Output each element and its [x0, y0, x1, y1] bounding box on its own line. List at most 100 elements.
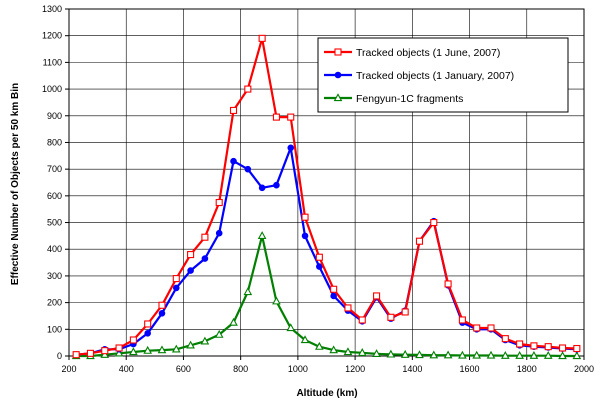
data-point-marker: [129, 347, 138, 356]
plot-area-border: [68, 8, 585, 357]
y-tick-label: 1000: [42, 84, 62, 94]
data-point-marker: [316, 263, 323, 270]
data-point-marker: [214, 329, 224, 338]
y-tick-label: 100: [47, 324, 62, 334]
data-point-marker: [215, 198, 223, 207]
data-point-marker: [543, 350, 553, 359]
data-point-marker: [258, 184, 266, 192]
data-point-marker: [186, 340, 195, 349]
data-point-marker: [171, 344, 181, 353]
legend-label: Tracked objects (1 June, 2007): [356, 47, 500, 59]
data-point-marker: [273, 181, 280, 189]
x-tick-label: 1200: [345, 364, 365, 374]
data-point-marker: [143, 345, 153, 354]
data-point-marker: [330, 292, 337, 300]
data-point-marker: [400, 349, 410, 358]
data-point-marker: [301, 232, 309, 240]
data-point-marker: [287, 144, 295, 152]
data-point-marker: [258, 34, 266, 42]
data-point-marker: [257, 231, 267, 240]
data-point-marker: [401, 308, 409, 316]
data-point-marker: [386, 349, 396, 358]
legend: Tracked objects (1 June, 2007) Tracked ob…: [317, 37, 569, 113]
x-tick-label: 1800: [517, 364, 537, 374]
y-tick-label: 1200: [42, 31, 62, 41]
data-point-marker: [244, 85, 252, 93]
data-point-marker: [72, 351, 80, 359]
data-point-marker: [333, 93, 343, 102]
y-tick-label: 1300: [42, 4, 62, 14]
legend-item-1: Tracked objects (1 June, 2007): [324, 47, 500, 59]
data-point-marker: [172, 284, 180, 292]
data-point-marker: [473, 324, 481, 332]
data-point-marker: [286, 323, 296, 332]
data-point-marker: [229, 317, 238, 326]
x-tick-label: 200: [61, 364, 76, 374]
data-point-marker: [287, 113, 295, 121]
y-tick-label: 900: [47, 111, 62, 121]
data-point-marker: [272, 113, 280, 121]
data-point-marker: [572, 351, 582, 360]
legend-box: [317, 37, 569, 113]
data-point-marker: [201, 255, 209, 262]
data-point-marker: [101, 347, 109, 355]
x-tick-label: 1600: [460, 364, 480, 374]
data-point-marker: [187, 267, 194, 274]
data-point-marker: [458, 316, 466, 324]
x-tick-label: 400: [119, 364, 134, 374]
data-point-marker: [486, 350, 496, 359]
legend-label: Tracked objects (1 January, 2007): [356, 70, 514, 82]
data-point-marker: [558, 351, 567, 360]
data-point-marker: [387, 313, 395, 321]
data-point-marker: [444, 280, 452, 288]
data-point-marker: [573, 344, 581, 353]
data-point-marker: [115, 344, 123, 352]
data-point-marker: [430, 218, 438, 227]
data-point-marker: [343, 347, 353, 356]
data-point-marker: [187, 251, 195, 259]
data-point-marker: [157, 345, 167, 354]
data-point-marker: [516, 340, 524, 348]
data-point-marker: [458, 350, 467, 359]
data-point-marker: [229, 106, 238, 114]
data-point-marker: [443, 350, 453, 359]
legend-item-2: Tracked objects (1 January, 2007): [324, 70, 514, 82]
y-tick-label: 700: [47, 164, 62, 174]
data-point-marker: [415, 350, 424, 359]
data-point-marker: [344, 304, 352, 312]
series-line: [76, 146, 577, 356]
axes: 0 100 200 300 400 500 600 700 800 900 1000 1100 1200…: [42, 4, 594, 374]
data-point-marker: [529, 350, 539, 359]
data-point-marker: [86, 349, 95, 357]
data-point-marker: [373, 292, 381, 300]
x-tick-label: 800: [233, 364, 248, 374]
data-point-marker: [330, 285, 338, 293]
data-point-marker: [334, 71, 342, 79]
data-point-marker: [415, 237, 424, 245]
data-point-marker: [358, 316, 366, 324]
legend-item-3: Fengyun-1C fragments: [324, 93, 463, 105]
legend-items: Tracked objects (1 June, 2007) Tracked ob…: [324, 47, 514, 105]
data-point-marker: [158, 301, 166, 309]
series-1: [72, 34, 581, 359]
x-axis-title: Altitude (km): [296, 388, 357, 399]
data-point-marker: [144, 320, 152, 328]
x-tick-label: 600: [176, 364, 191, 374]
data-point-marker: [501, 335, 509, 343]
data-point-marker: [515, 350, 524, 359]
y-tick-label: 300: [47, 271, 62, 281]
data-point-marker: [544, 343, 552, 351]
data-point-marker: [114, 348, 124, 357]
data-point-marker: [315, 253, 323, 261]
y-tick-label: 1100: [43, 57, 62, 67]
data-point-marker: [558, 344, 567, 352]
data-point-marker: [357, 348, 367, 356]
y-tick-label: 500: [47, 218, 62, 228]
data-point-marker: [315, 341, 324, 350]
data-point-marker: [158, 309, 166, 317]
y-tick-label: 400: [47, 244, 62, 254]
data-point-marker: [329, 345, 338, 354]
legend-label: Fengyun-1C fragments: [356, 93, 463, 105]
